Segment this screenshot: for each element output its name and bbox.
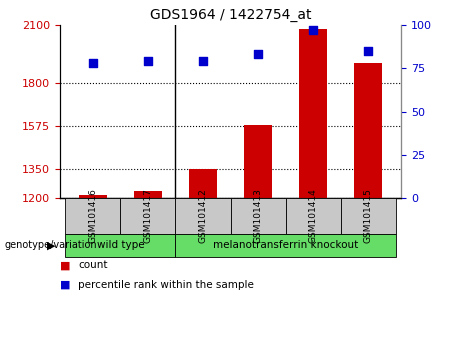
Text: GSM101415: GSM101415 <box>364 188 372 244</box>
Bar <box>134 190 162 198</box>
Text: melanotransferrin knockout: melanotransferrin knockout <box>213 240 358 250</box>
Point <box>364 48 372 53</box>
Text: ■: ■ <box>60 261 71 270</box>
Bar <box>189 169 217 198</box>
Text: GSM101417: GSM101417 <box>143 188 153 244</box>
Point <box>144 58 152 64</box>
Text: genotype/variation: genotype/variation <box>5 240 97 250</box>
Text: wild type: wild type <box>97 240 144 250</box>
Text: ▶: ▶ <box>47 240 55 250</box>
Point <box>309 27 317 33</box>
Text: ■: ■ <box>60 280 71 290</box>
Text: GSM101413: GSM101413 <box>254 188 262 244</box>
Bar <box>79 195 106 198</box>
Text: GSM101412: GSM101412 <box>199 189 207 243</box>
Point <box>199 58 207 64</box>
Text: GSM101416: GSM101416 <box>89 188 97 244</box>
Point <box>89 60 97 66</box>
Bar <box>355 63 382 198</box>
Text: count: count <box>78 261 108 270</box>
Bar <box>299 29 327 198</box>
Text: percentile rank within the sample: percentile rank within the sample <box>78 280 254 290</box>
Title: GDS1964 / 1422754_at: GDS1964 / 1422754_at <box>150 8 311 22</box>
Bar <box>244 125 272 198</box>
Text: GSM101414: GSM101414 <box>308 189 318 243</box>
Point <box>254 51 262 57</box>
